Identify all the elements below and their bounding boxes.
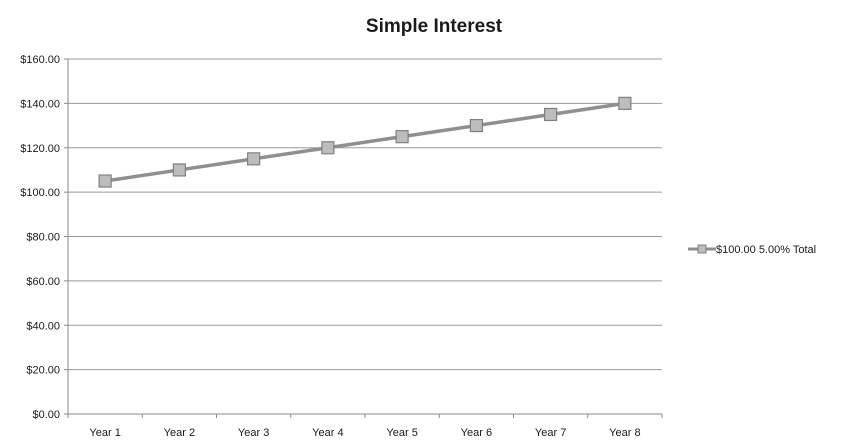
y-tick-label: $140.00 [20, 98, 60, 110]
data-point-marker [98, 174, 112, 188]
series-layer [98, 96, 632, 188]
data-point-marker [544, 107, 558, 122]
y-tick-label: $80.00 [26, 232, 60, 244]
x-tick-label: Year 4 [312, 427, 343, 439]
x-tick-label: Year 3 [238, 427, 269, 439]
y-tick-label: $120.00 [20, 143, 60, 155]
series-line [104, 101, 626, 183]
legend-label: $100.00 5.00% Total [716, 244, 816, 256]
x-tick-label: Year 6 [461, 427, 492, 439]
data-point-marker [247, 152, 261, 166]
x-tick-label: Year 2 [164, 427, 195, 439]
x-tick-labels: Year 1 Year 2 Year 3 Year 4 Year 5 Year 6 Year… [67, 414, 663, 439]
x-tick-label: Year 5 [386, 427, 417, 439]
legend: $100.00 5.00% Total [688, 244, 816, 256]
data-point-marker [618, 96, 632, 110]
data-point-marker [469, 118, 483, 133]
y-tick-label: $160.00 [20, 54, 60, 66]
x-tick-label: Year 1 [89, 427, 120, 439]
data-point-marker [321, 141, 335, 155]
y-tick-label: $60.00 [26, 276, 60, 288]
legend-marker [697, 244, 707, 254]
y-tick-labels: $0.00 $20.00 $40.00 $60.00 $80.00 $100.00 $120… [20, 54, 68, 421]
gridlines [68, 58, 662, 371]
x-tick-label: Year 7 [535, 427, 566, 439]
y-tick-label: $100.00 [20, 187, 60, 199]
y-tick-label: $20.00 [26, 365, 60, 377]
y-tick-label: $0.00 [32, 409, 60, 421]
chart-title: Simple Interest [366, 16, 503, 37]
data-point-marker [395, 130, 409, 144]
x-tick-label: Year 8 [609, 427, 640, 439]
data-point-marker [172, 163, 186, 177]
y-tick-label: $40.00 [26, 320, 60, 332]
